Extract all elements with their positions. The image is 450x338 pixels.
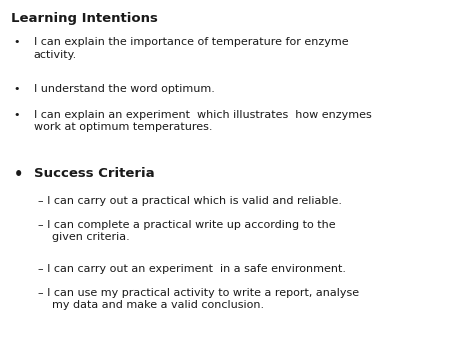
Text: •: • xyxy=(14,37,20,47)
Text: •: • xyxy=(14,110,20,120)
Text: I understand the word optimum.: I understand the word optimum. xyxy=(34,84,215,95)
Text: Learning Intentions: Learning Intentions xyxy=(11,12,158,25)
Text: I can explain an experiment  which illustrates  how enzymes
work at optimum temp: I can explain an experiment which illust… xyxy=(34,110,372,132)
Text: •: • xyxy=(14,84,20,95)
Text: •: • xyxy=(14,167,23,182)
Text: – I can use my practical activity to write a report, analyse
    my data and mak: – I can use my practical activity to wri… xyxy=(38,288,360,310)
Text: I can explain the importance of temperature for enzyme
activity.: I can explain the importance of temperat… xyxy=(34,37,348,59)
Text: – I can carry out an experiment  in a safe environment.: – I can carry out an experiment in a saf… xyxy=(38,264,346,274)
Text: – I can carry out a practical which is valid and reliable.: – I can carry out a practical which is v… xyxy=(38,196,342,206)
Text: Success Criteria: Success Criteria xyxy=(34,167,154,180)
Text: – I can complete a practical write up according to the
    given criteria.: – I can complete a practical write up ac… xyxy=(38,220,336,242)
